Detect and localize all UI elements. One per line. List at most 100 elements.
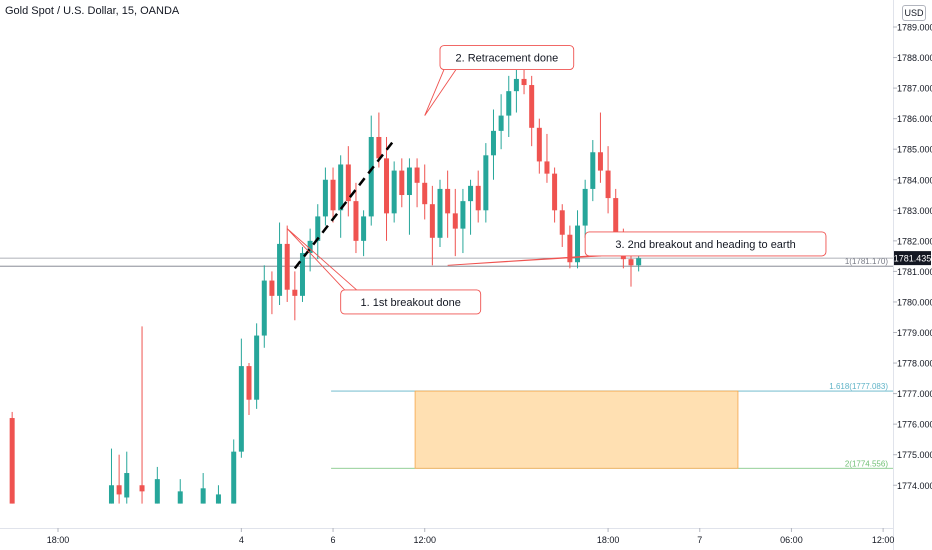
candle-body: [177, 491, 183, 504]
candle: [277, 222, 283, 306]
candle: [475, 170, 481, 223]
candle-body: [445, 188, 451, 214]
candle: [330, 167, 336, 223]
last-price-badge: [894, 251, 931, 266]
candle: [399, 158, 405, 208]
callout-pointer: [424, 69, 457, 116]
candle: [361, 210, 367, 257]
y-tick-label: 1784.000: [897, 175, 932, 185]
y-tick-label: 1778.000: [897, 359, 932, 369]
candle-body: [513, 78, 519, 92]
candle-body: [429, 204, 435, 238]
candle-body: [330, 179, 336, 211]
x-tick-label: 18:00: [47, 535, 70, 545]
y-tick-label: 1775.000: [897, 450, 932, 460]
candle: [559, 204, 565, 247]
candle: [597, 112, 603, 183]
callout-box: [584, 231, 827, 257]
annotation-callout: 3. 2nd breakout and heading to earth: [447, 231, 827, 266]
candle: [498, 94, 504, 150]
candle: [322, 167, 328, 226]
candle-body: [597, 152, 603, 171]
y-tick-label: 1777.000: [897, 389, 932, 399]
y-tick-label: 1787.000: [897, 84, 932, 94]
symbol-title[interactable]: Gold Spot / U.S. Dollar, 15, OANDA: [5, 5, 180, 17]
y-tick-label: 1781.000: [897, 267, 932, 277]
candle: [200, 473, 206, 504]
candle: [269, 271, 275, 315]
candle: [437, 179, 443, 247]
candle-body: [353, 201, 359, 241]
annotations[interactable]: 2. Retracement done 3. 2nd breakout and h…: [286, 45, 827, 315]
currency-button[interactable]: USD: [902, 5, 926, 21]
candle-body: [506, 91, 512, 116]
candle: [261, 265, 267, 348]
y-tick-label: 1780.000: [897, 297, 932, 307]
candle-body: [529, 85, 535, 128]
candle-body: [567, 234, 573, 263]
candle-body: [498, 115, 504, 131]
candle-body: [200, 488, 206, 504]
x-tick-label: 18:00: [597, 535, 620, 545]
candle: [414, 158, 420, 208]
candle: [468, 179, 474, 235]
candle-body: [590, 152, 596, 189]
candle: [177, 479, 183, 504]
candle: [445, 170, 451, 238]
candle: [154, 466, 160, 504]
candle: [124, 451, 130, 504]
candle-body: [468, 185, 474, 202]
x-tick-label: 06:00: [780, 535, 803, 545]
candle: [513, 66, 519, 113]
candle-body: [559, 210, 565, 235]
candle-body: [582, 188, 588, 226]
candle: [605, 146, 611, 214]
candle: [292, 271, 298, 321]
candle-body: [636, 258, 642, 266]
x-tick-label: 6: [331, 535, 336, 545]
candle: [231, 439, 237, 504]
candle: [590, 140, 596, 202]
fib-level-label: 2(1774.556): [845, 459, 888, 468]
candle: [384, 136, 390, 241]
candle-body: [422, 182, 428, 205]
candle-body: [391, 170, 397, 214]
candle-body: [246, 366, 252, 400]
candle: [108, 448, 114, 504]
candle-body: [345, 164, 351, 202]
x-tick-label: 4: [239, 535, 244, 545]
fib-target-zone[interactable]: 1(1781.170) 1.618(1777.083) 2(1774.556): [0, 257, 893, 469]
candle-body: [9, 418, 15, 504]
trendline-dashed: [293, 139, 396, 270]
drawings[interactable]: [293, 139, 396, 270]
candle-body: [322, 179, 328, 217]
candle: [139, 326, 145, 504]
callout-box: [439, 45, 575, 70]
candle-body: [254, 335, 260, 400]
candle-body: [154, 479, 160, 504]
candle-body: [277, 243, 283, 296]
candle-body: [307, 240, 313, 254]
candle-body: [124, 473, 130, 498]
target-zone-rect: [414, 390, 739, 469]
candle-body: [399, 170, 405, 196]
candle: [506, 75, 512, 137]
candle: [529, 75, 535, 147]
candle-body: [552, 173, 558, 211]
candle: [345, 146, 351, 217]
y-tick-label: 1782.000: [897, 236, 932, 246]
candle: [536, 118, 542, 174]
callout-text: 1. 1st breakout done: [361, 297, 461, 309]
candle: [490, 109, 496, 180]
candle-body: [376, 136, 382, 159]
candle-body: [613, 198, 619, 241]
callout-text: 3. 2nd breakout and heading to earth: [615, 239, 795, 251]
candle: [406, 158, 412, 235]
fib-level-label: 1.618(1777.083): [829, 382, 888, 391]
candle-body: [605, 170, 611, 199]
candle: [299, 246, 305, 302]
candle-body: [261, 280, 267, 336]
candle-body: [238, 366, 244, 452]
fib-level-label: 1(1781.170): [845, 257, 888, 266]
